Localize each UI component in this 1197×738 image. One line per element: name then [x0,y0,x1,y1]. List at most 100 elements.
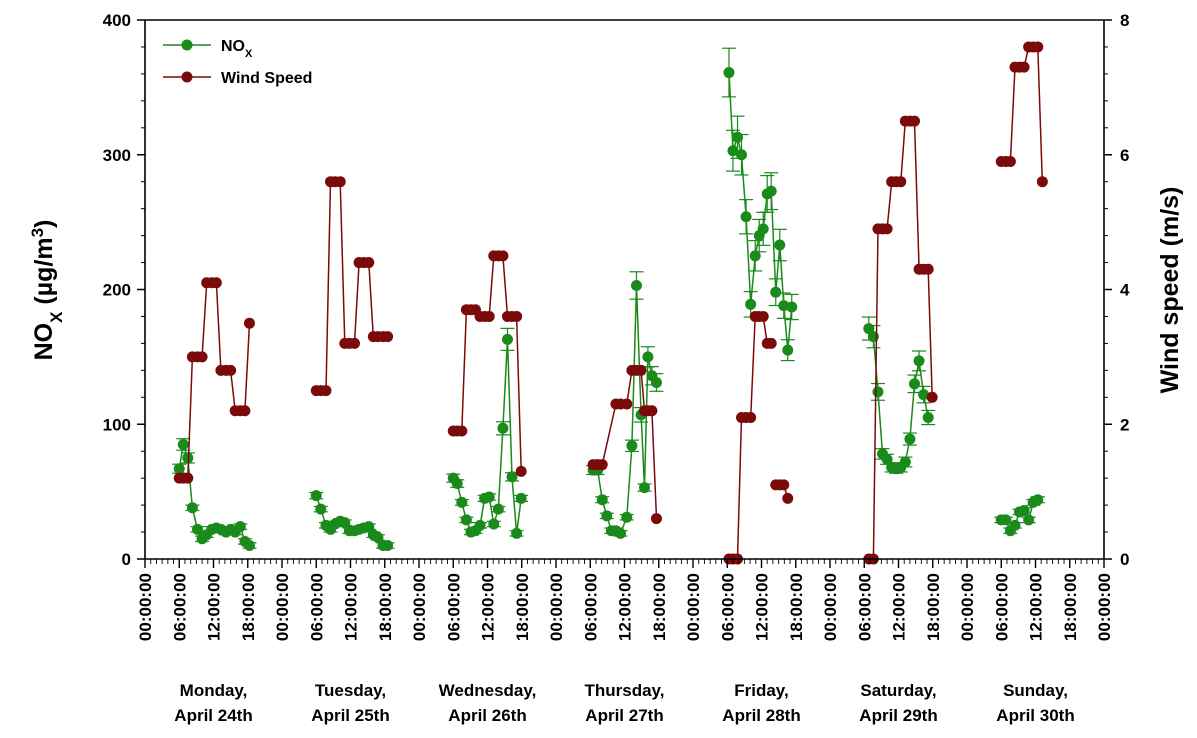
wind-point [483,310,495,322]
wind-point [778,479,790,491]
nox-point [770,286,782,298]
legend-nox-label-main: NO [221,38,245,55]
nox-point [310,490,322,502]
nox-point [460,514,472,526]
day-label-date: April 30th [996,706,1074,725]
nox-point [774,239,786,251]
wind-point [646,405,658,417]
left-y-tick-label: 300 [103,146,131,165]
right-y-tick-label: 8 [1120,11,1129,30]
day-label-date: April 25th [311,706,389,725]
left-axis-title-sup: 3 [28,228,47,237]
x-tick-label: 06:00:00 [855,573,874,641]
wind-series-line [729,315,772,560]
wind-point [650,513,662,525]
day-label-weekday: Thursday, [585,681,665,700]
wind-point [210,277,222,289]
wind-point [782,492,794,504]
day-label-date: April 24th [174,706,252,725]
x-tick-label: 18:00:00 [513,573,532,641]
right-y-tick-label: 0 [1120,550,1129,569]
nox-point [736,149,748,161]
nox-point [182,452,194,464]
left-axis-title-close: ) [30,220,58,228]
wind-point [497,250,509,262]
nox-point [740,211,752,223]
legend: NOX Wind Speed [163,38,312,87]
right-y-tick-label: 4 [1120,281,1130,300]
nox-point [177,438,189,450]
nox-point [615,527,627,539]
x-tick-label: 00:00:00 [547,573,566,641]
nox-point [872,386,884,398]
nox-point [451,478,463,490]
nox-point [786,301,798,313]
series-layer [172,41,1048,565]
x-tick-label: 00:00:00 [273,573,292,641]
wind-point [243,317,255,329]
nox-point [922,412,934,424]
nox-point [765,185,777,197]
x-tick-label: 18:00:00 [1061,573,1080,641]
wind-point [1032,41,1044,53]
day-label-date: April 27th [585,706,663,725]
nox-point [881,453,893,465]
x-tick-label: 06:00:00 [307,573,326,641]
nox-point [382,540,394,552]
x-tick-label: 00:00:00 [821,573,840,641]
nox-point [515,492,527,504]
day-label-date: April 29th [859,706,937,725]
nox-point [899,456,911,468]
wind-point [908,115,920,127]
nox-point [192,523,204,535]
wind-point [1018,61,1030,73]
x-tick-label: 06:00:00 [581,573,600,641]
wind-point [635,364,647,376]
nox-point [315,503,327,515]
day-label-weekday: Friday, [734,681,788,700]
x-tick-label: 06:00:00 [444,573,463,641]
x-tick-label: 12:00:00 [1027,573,1046,641]
x-tick-label: 12:00:00 [479,573,498,641]
wind-point [515,465,527,477]
nox-point [483,491,495,503]
nox-point [492,503,504,515]
left-axis-title: NOX (µg/m3) [28,220,66,361]
nox-point [745,298,757,310]
x-tick-label: 12:00:00 [342,573,361,641]
left-axis-title-main: NO [30,323,58,361]
x-tick-label: 18:00:00 [924,573,943,641]
left-axis-title-sub: X [47,311,66,323]
wind-point [363,257,375,269]
nox-point [186,502,198,514]
nox-point [511,527,523,539]
x-tick-label: 18:00:00 [787,573,806,641]
day-label-weekday: Wednesday, [439,681,537,700]
x-tick-label: 00:00:00 [410,573,429,641]
x-tick-label: 00:00:00 [684,573,703,641]
legend-wind-marker [181,71,193,83]
day-label-weekday: Sunday, [1003,681,1068,700]
wind-point [765,337,777,349]
nox-point [904,433,916,445]
x-tick-label: 06:00:00 [170,573,189,641]
x-tick-label: 18:00:00 [376,573,395,641]
nox-point [913,355,925,367]
wind-point [182,472,194,484]
x-tick-label: 00:00:00 [1095,573,1114,641]
nox-point [173,463,185,475]
nox-point [234,521,246,533]
nox-point [1009,519,1021,531]
axes-layer: 0 100 200 300 400 0 2 4 6 8 00:00:00 06:00:00 12:00:… [103,11,1130,725]
wind-point [382,331,394,343]
wind-point [334,176,346,188]
day-label-weekday: Monday, [180,681,248,700]
wind-point [926,391,938,403]
wind-point [320,385,332,397]
wind-point [225,364,237,376]
nox-point [1032,494,1044,506]
wind-point [881,223,893,235]
wind-point [511,310,523,322]
nox-point [757,223,769,235]
left-y-tick-label: 0 [122,550,131,569]
